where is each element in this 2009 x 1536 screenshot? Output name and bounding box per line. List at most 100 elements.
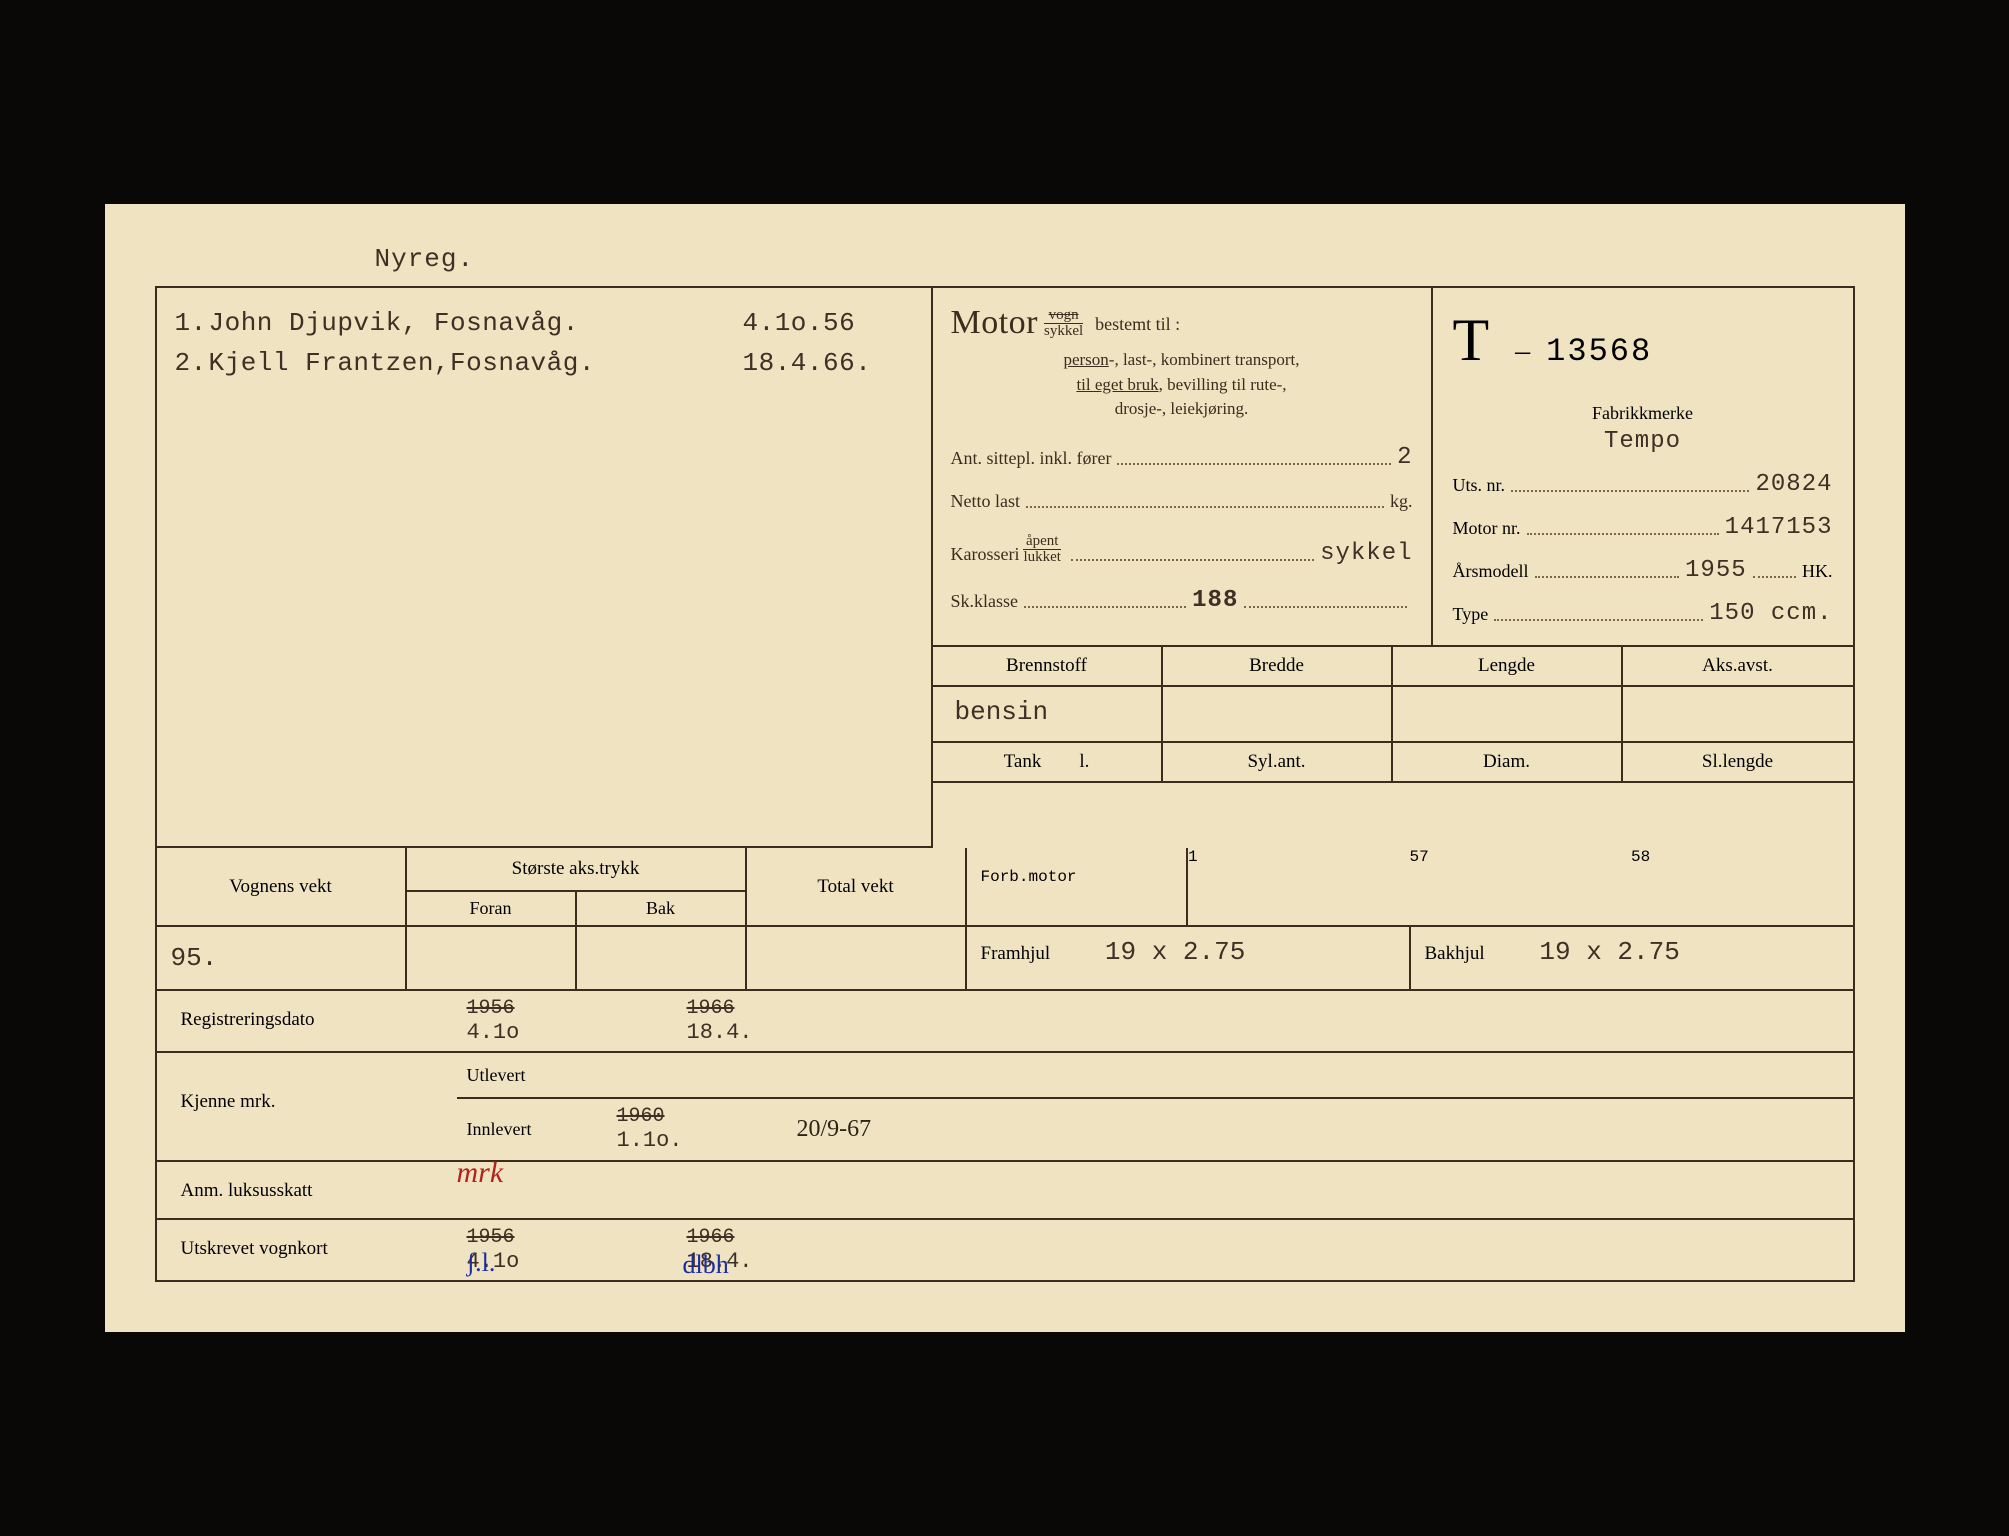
lengde-value [1393, 687, 1623, 741]
sllengde-header: Sl.lengde [1623, 743, 1853, 781]
luksusskatt-label: Anm. luksusskatt [157, 1162, 457, 1218]
framhjul-label: Framhjul [981, 943, 1051, 964]
blue-signature: dlbh [683, 1250, 729, 1280]
tank-header-grid: Tank l. Syl.ant. Diam. Sl.lengde [933, 743, 1853, 783]
registration-box: T – 13568 Fabrikkmerke Tempo Uts. nr. 20… [1433, 288, 1853, 645]
utskrevet-year: 1966 [687, 1226, 887, 1249]
motor-description: person-, last-, kombinert transport, til… [951, 348, 1413, 422]
foran-label: Foran [407, 892, 577, 925]
owner-row: 2. Kjell Frantzen,Fosnavåg. 18.4.66. [175, 348, 913, 378]
motor-desc-person: person [1063, 350, 1108, 369]
header-note: Nyreg. [375, 244, 1855, 274]
sylant-header: Syl.ant. [1163, 743, 1393, 781]
motor-desc-text: -, last-, kombinert transport, [1109, 350, 1300, 369]
bak-label: Bak [577, 892, 745, 925]
utskrevet-cell: 1966 18.4. dlbh [677, 1220, 897, 1280]
vognens-vekt-label: Vognens vekt [157, 848, 405, 908]
uts-nr-label: Uts. nr. [1453, 475, 1506, 496]
fuel-values: bensin [933, 687, 1853, 743]
utskrevet-row: Utskrevet vognkort 1956 4.1o ʃ.l. 1966 1… [157, 1220, 1853, 1280]
motor-desc-text: , bevilling til rute-, [1159, 375, 1287, 394]
brennstoff-header: Brennstoff [933, 647, 1163, 685]
skklasse-label: Sk.klasse [951, 591, 1019, 612]
storste-aks-label: Største aks.trykk [407, 848, 745, 890]
fabrikkmerke-label: Fabrikkmerke [1453, 403, 1833, 424]
reg-date-cell: 1966 18.4. [677, 991, 897, 1051]
registration-card: Nyreg. 1. John Djupvik, Fosnavåg. 4.1o.5… [105, 204, 1905, 1332]
innlevert-year: 1960 [617, 1105, 777, 1128]
owner-date: 4.1o.56 [743, 308, 913, 338]
reg-number: 13568 [1546, 333, 1652, 370]
brennstoff-value: bensin [933, 687, 1163, 741]
red-signature: mrk [457, 1156, 504, 1190]
netto-last-unit: kg. [1390, 491, 1413, 512]
motor-title: Motor [951, 304, 1039, 342]
total-vekt-label: Total vekt [747, 848, 965, 908]
kjennemerk-row: Kjenne mrk. Utlevert Innlevert 1960 1.1o… [157, 1053, 1853, 1161]
owner-number: 1. [175, 308, 209, 338]
registreringsdato-row: Registreringsdato 1956 4.1o 1966 18.4. [157, 991, 1853, 1053]
diam-value: 57 [1410, 848, 1632, 925]
fabrikkmerke-value: Tempo [1604, 428, 1681, 455]
owner-name: John Djupvik, Fosnavåg. [209, 308, 743, 338]
owner-row: 1. John Djupvik, Fosnavåg. 4.1o.56 [175, 308, 913, 338]
sylant-value: 1 [1188, 848, 1410, 925]
motor-fraction: vogn sykkel [1044, 308, 1083, 339]
motor-purpose-label: bestemt til : [1095, 314, 1180, 335]
type-label: Type [1453, 604, 1489, 625]
main-frame: 1. John Djupvik, Fosnavåg. 4.1o.56 2. Kj… [155, 286, 1855, 1282]
innlevert-date: 1.1o. [617, 1128, 777, 1153]
aksavst-value [1623, 687, 1853, 741]
bak-value [577, 927, 747, 989]
total-vekt-value [747, 927, 965, 989]
karosseri-value: sykkel [1320, 540, 1412, 567]
forb-motor-label: Forb.motor [967, 848, 1189, 925]
uts-nr-value: 20824 [1755, 471, 1832, 498]
blue-signature: ʃ.l. [467, 1248, 496, 1278]
owners-box: 1. John Djupvik, Fosnavåg. 4.1o.56 2. Kj… [157, 288, 933, 848]
type-value: 150 ccm. [1709, 600, 1832, 627]
seats-value: 2 [1397, 444, 1412, 471]
utskrevet-year: 1956 [467, 1226, 667, 1249]
innlevert-label: Innlevert [457, 1119, 607, 1140]
framhjul-cell: Framhjul 19 x 2.75 [967, 927, 1409, 989]
netto-last-label: Netto last [951, 491, 1021, 512]
innlevert-cell: 1960 1.1o. [607, 1099, 787, 1159]
karosseri-bot: lukket [1023, 550, 1061, 565]
owner-date: 18.4.66. [743, 348, 913, 378]
weight-wheel-row: 95. Framhjul 19 x 2.75 Bakhjul 19 x 2.75 [157, 927, 1853, 991]
seats-label: Ant. sittepl. inkl. fører [951, 448, 1112, 469]
arsmodell-value: 1955 [1685, 557, 1747, 584]
skklasse-value: 188 [1192, 587, 1238, 614]
bakhjul-label: Bakhjul [1425, 943, 1485, 964]
utlevert-label: Utlevert [457, 1065, 607, 1086]
karosseri-top: åpent [1026, 534, 1058, 549]
bakhjul-cell: Bakhjul 19 x 2.75 [1409, 927, 1853, 989]
reg-date-value: 18.4. [687, 1020, 887, 1045]
bakhjul-value: 19 x 2.75 [1539, 937, 1679, 967]
motor-box: Motor vogn sykkel bestemt til : person-,… [933, 288, 1433, 645]
reg-year-struck: 1966 [687, 997, 887, 1020]
weight-header-row: Vognens vekt Største aks.trykk Foran Bak… [157, 848, 1853, 927]
karosseri-fraction: åpent lukket [1023, 534, 1061, 565]
motor-desc-tileget: til eget bruk [1076, 375, 1158, 394]
framhjul-value: 19 x 2.75 [1105, 937, 1245, 967]
motor-desc-text: drosje-, leiekjøring. [1115, 399, 1249, 418]
motor-nr-value: 1417153 [1725, 514, 1833, 541]
registreringsdato-label: Registreringsdato [157, 991, 457, 1051]
bredde-value [1163, 687, 1393, 741]
kjennemerk-label: Kjenne mrk. [157, 1053, 457, 1159]
tank-header: Tank l. [933, 743, 1163, 781]
hk-label: HK. [1802, 561, 1833, 582]
utskrevet-cell: 1956 4.1o ʃ.l. [457, 1220, 677, 1280]
reg-dash: – [1515, 334, 1530, 368]
foran-value [407, 927, 577, 989]
luksusskatt-row: Anm. luksusskatt mrk [157, 1162, 1853, 1220]
motor-frac-bot: sykkel [1044, 324, 1083, 339]
utskrevet-date: 4.1o [467, 1249, 667, 1274]
fuel-grid: Brennstoff Bredde Lengde Aks.avst. [933, 647, 1853, 687]
karosseri-label: Karosseri [951, 544, 1020, 565]
reg-letter: T [1453, 306, 1490, 375]
vognens-vekt-value: 95. [157, 927, 407, 989]
reg-year-struck: 1956 [467, 997, 667, 1020]
